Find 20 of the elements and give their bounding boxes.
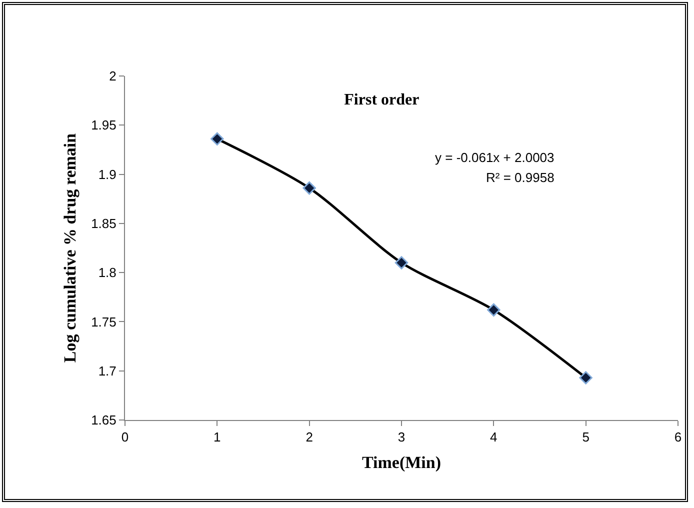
x-tick-label: 6 xyxy=(674,430,682,445)
y-tick-label: 2 xyxy=(109,68,116,84)
y-tick-label: 1.7 xyxy=(98,363,116,378)
y-tick-label: 1.9 xyxy=(98,166,116,182)
x-tick-label: 3 xyxy=(398,430,406,445)
annotation: y = -0.061x + 2.0003 xyxy=(435,150,554,165)
y-tick-label: 1.8 xyxy=(98,265,116,280)
x-tick-label: 1 xyxy=(214,430,221,445)
y-tick-label: 1.85 xyxy=(91,216,116,231)
y-tick-label: 1.65 xyxy=(91,412,116,428)
x-tick-label: 5 xyxy=(582,430,590,445)
x-tick-label: 4 xyxy=(490,430,498,445)
y-axis-title: Log cumulative % drug remain xyxy=(60,132,80,363)
y-tick-label: 1.75 xyxy=(91,314,116,330)
text: First order xyxy=(344,92,420,109)
x-axis-title: Time(Min) xyxy=(362,453,442,472)
annotation: R² = 0.9958 xyxy=(486,170,554,185)
x-tick-label: 2 xyxy=(306,430,313,445)
y-tick-label: 1.95 xyxy=(91,118,116,133)
x-tick-label: 0 xyxy=(121,430,129,445)
